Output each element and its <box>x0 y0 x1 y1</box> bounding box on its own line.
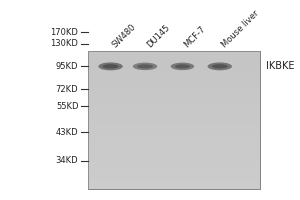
Bar <box>88 152 260 157</box>
Bar <box>88 116 260 120</box>
Text: 43KD: 43KD <box>56 128 78 137</box>
Bar <box>88 129 260 134</box>
Bar <box>88 93 260 97</box>
Bar <box>88 185 260 189</box>
Text: MCF-7: MCF-7 <box>182 24 207 49</box>
Bar <box>88 106 260 111</box>
Bar <box>88 102 260 106</box>
Bar <box>88 143 260 148</box>
Ellipse shape <box>98 62 123 70</box>
Bar <box>88 157 260 162</box>
Bar <box>88 166 260 171</box>
Ellipse shape <box>175 64 190 68</box>
Text: 55KD: 55KD <box>56 102 78 111</box>
Text: 130KD: 130KD <box>50 39 78 48</box>
Bar <box>88 79 260 83</box>
Text: SW480: SW480 <box>111 22 138 49</box>
Bar <box>88 97 260 102</box>
Bar <box>88 70 260 74</box>
Bar <box>88 180 260 185</box>
Bar <box>88 83 260 88</box>
Text: IKBKE: IKBKE <box>266 61 294 71</box>
Bar <box>88 60 260 65</box>
Bar <box>88 175 260 180</box>
Bar <box>88 162 260 166</box>
Text: 170KD: 170KD <box>50 28 78 37</box>
Text: 95KD: 95KD <box>56 62 78 71</box>
Bar <box>88 139 260 143</box>
Ellipse shape <box>133 63 157 70</box>
Text: 72KD: 72KD <box>56 85 78 94</box>
Bar <box>88 134 260 139</box>
Bar <box>88 51 260 189</box>
Bar <box>88 111 260 116</box>
Text: Mouse liver: Mouse liver <box>220 9 260 49</box>
Bar <box>88 51 260 189</box>
Bar <box>88 56 260 60</box>
Bar <box>88 148 260 152</box>
Text: 34KD: 34KD <box>56 156 78 165</box>
Bar <box>88 51 260 56</box>
Ellipse shape <box>171 63 194 70</box>
Bar <box>88 74 260 79</box>
Text: DU145: DU145 <box>145 23 172 49</box>
Ellipse shape <box>208 62 232 70</box>
Bar <box>88 120 260 125</box>
Ellipse shape <box>137 64 153 68</box>
Ellipse shape <box>212 64 228 69</box>
Bar <box>88 88 260 93</box>
Bar <box>88 171 260 175</box>
Bar <box>88 125 260 129</box>
Ellipse shape <box>103 64 118 69</box>
Bar <box>88 65 260 70</box>
